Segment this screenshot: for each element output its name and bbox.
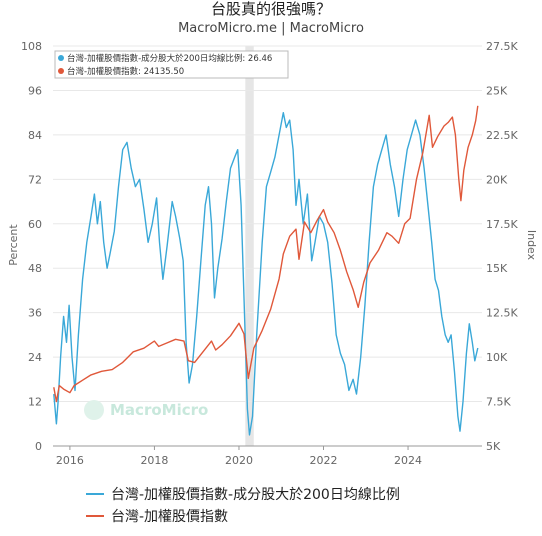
- legend-bottom-label-2: 台灣-加權股價指數: [111, 508, 228, 525]
- y-tick-label-right: 7.5K: [486, 396, 511, 409]
- legend-top-marker-2: [58, 68, 64, 74]
- y-tick-label-left: 84: [28, 129, 42, 142]
- watermark: MacroMicro: [84, 400, 208, 420]
- y-tick-label-right: 17.5K: [486, 218, 518, 231]
- legend-top-box: [54, 50, 289, 79]
- y-tick-label-right: 25K: [486, 84, 508, 97]
- y-tick-label-left: 0: [35, 440, 42, 453]
- series-line-2: [53, 105, 479, 403]
- shaded-region: [245, 46, 254, 446]
- grid-layer: [53, 45, 482, 447]
- watermark-text: MacroMicro: [110, 401, 208, 419]
- y-tick-label-right: 10K: [486, 351, 508, 364]
- x-tick-label: 2020: [225, 454, 253, 467]
- y-tick-label-right: 5K: [486, 440, 501, 453]
- shaded-region-layer: [245, 46, 254, 446]
- x-tick-label: 2022: [310, 454, 338, 467]
- y-tick-label-right: 12.5K: [486, 307, 518, 320]
- y-tick-label-left: 36: [28, 307, 42, 320]
- y-tick-label-right: 22.5K: [486, 129, 518, 142]
- y-tick-label-right: 15K: [486, 262, 508, 275]
- y-axis-left-title: Percent: [7, 224, 20, 266]
- y-tick-label-left: 48: [28, 262, 42, 275]
- y-axis-right-title: Index: [525, 230, 538, 261]
- x-tick-label: 2018: [140, 454, 168, 467]
- y-tick-label-left: 96: [28, 84, 42, 97]
- axis-layer: 0 12 24 36 48 60 72 84 96 108 5K 7.5K 10K 12.5K 15K 17.…: [21, 40, 518, 467]
- watermark-logo-icon: [84, 400, 104, 420]
- legend-top-label-1: 台灣-加權股價指數-成分股大於200日均線比例: 26.46: [67, 53, 272, 64]
- legend-top: 台灣-加權股價指數-成分股大於200日均線比例: 26.46 台灣-加權股價指數…: [54, 50, 289, 79]
- series-layer: [53, 105, 479, 436]
- legend-bottom-label-1: 台灣-加權股價指數-成分股大於200日均線比例: [111, 486, 400, 503]
- legend-top-label-2: 台灣-加權股價指數: 24135.50: [67, 66, 184, 77]
- y-tick-label-left: 108: [21, 40, 42, 53]
- y-tick-label-left: 12: [28, 396, 42, 409]
- x-tick-label: 2024: [394, 454, 422, 467]
- y-tick-label-left: 72: [28, 173, 42, 186]
- legend-top-marker-1: [58, 55, 64, 61]
- y-tick-label-right: 20K: [486, 173, 508, 186]
- y-tick-label-left: 60: [28, 218, 42, 231]
- y-tick-label-right: 27.5K: [486, 40, 518, 53]
- chart-subtitle: MacroMicro.me | MacroMicro: [178, 21, 364, 36]
- legend-bottom: 台灣-加權股價指數-成分股大於200日均線比例 台灣-加權股價指數: [86, 486, 400, 525]
- x-tick-label: 2016: [56, 454, 84, 467]
- series-line-1: [53, 112, 479, 436]
- chart-title: 台股真的很強嗎？: [211, 0, 331, 18]
- y-tick-label-left: 24: [28, 351, 42, 364]
